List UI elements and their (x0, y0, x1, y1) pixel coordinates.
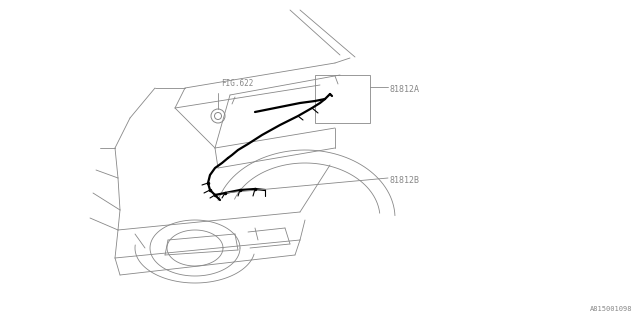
Text: FIG.622: FIG.622 (221, 79, 253, 88)
Text: 81812A: 81812A (390, 84, 420, 93)
Text: 81812B: 81812B (390, 175, 420, 185)
Text: A815001098: A815001098 (589, 306, 632, 312)
Bar (315, 75, 370, 123)
